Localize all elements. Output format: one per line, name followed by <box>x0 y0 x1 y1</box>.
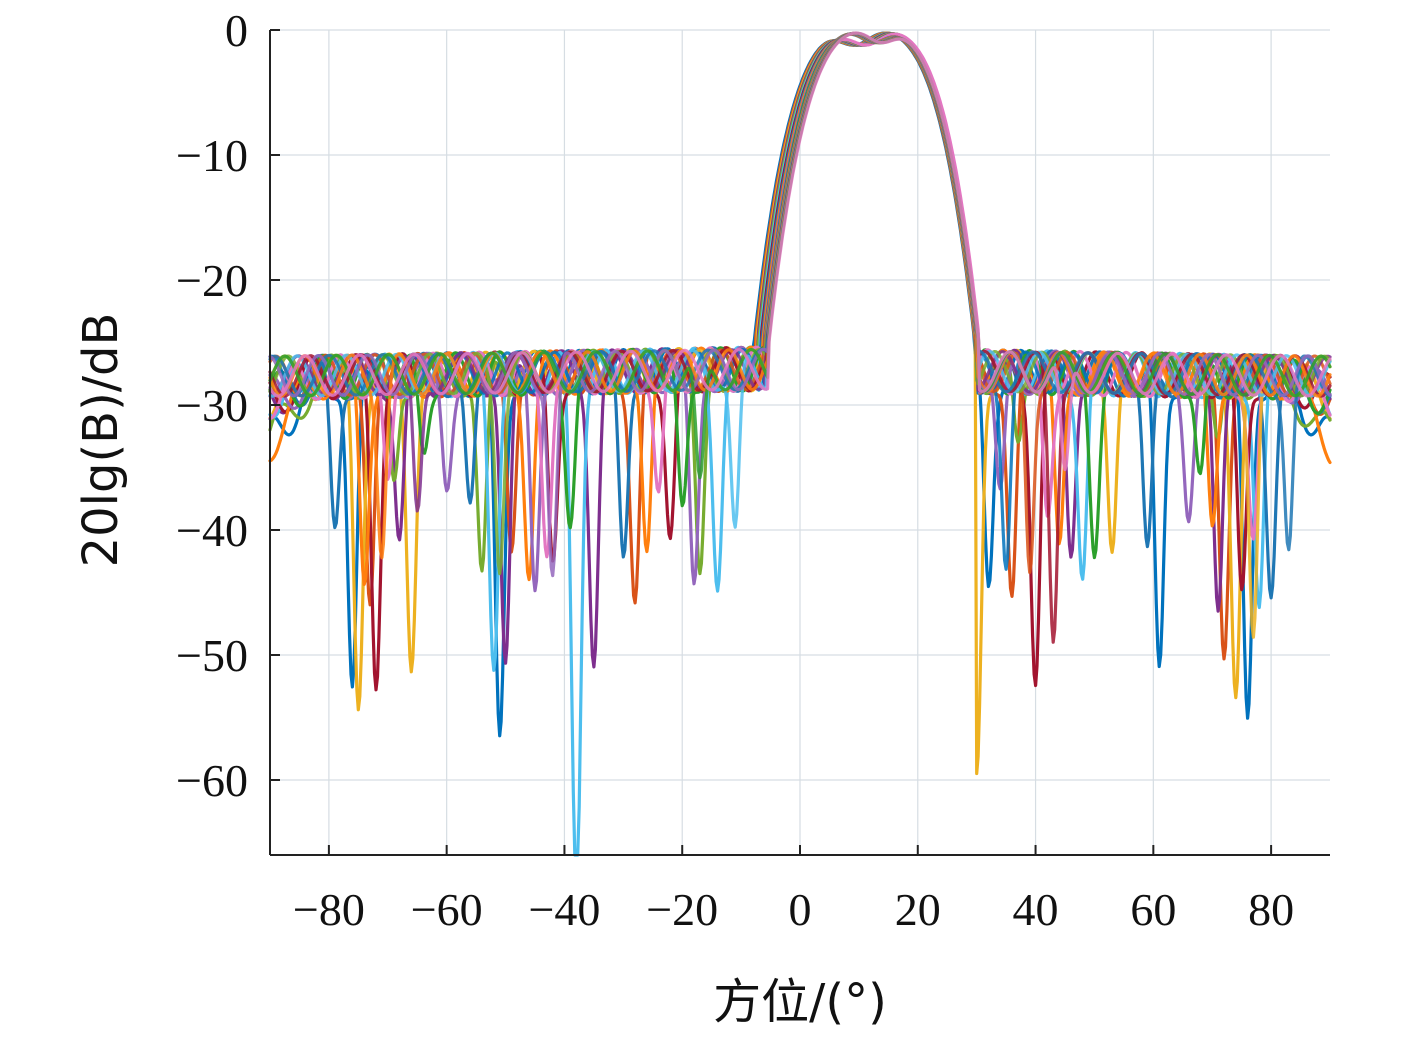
y-tick-label: −50 <box>176 630 248 681</box>
x-tick-label: 60 <box>1130 884 1176 935</box>
y-tick-label: −40 <box>176 505 248 556</box>
series-group <box>268 31 1332 857</box>
axes <box>269 29 1330 856</box>
y-tick-label: −10 <box>176 130 248 181</box>
y-tick-label: −20 <box>176 255 248 306</box>
grid <box>270 29 1330 855</box>
x-tick-label: 20 <box>895 884 941 935</box>
x-tick-label: −40 <box>528 884 600 935</box>
y-tick-label: 0 <box>225 5 248 56</box>
x-tick-label: −80 <box>293 884 365 935</box>
x-tick-label: 0 <box>789 884 812 935</box>
x-axis-label: 方位/(°) <box>713 974 887 1030</box>
x-tick-label: −20 <box>646 884 718 935</box>
y-tick-label: −60 <box>176 755 248 806</box>
x-tick-labels: −80 −60 −40 −20 0 20 40 60 80 <box>293 884 1294 935</box>
y-tick-labels: 0 −10 −20 −30 −40 −50 −60 <box>176 5 248 806</box>
y-axis-label: 20lg(B)/dB <box>73 313 129 568</box>
x-tick-label: 80 <box>1248 884 1294 935</box>
x-tick-label: −60 <box>411 884 483 935</box>
y-tick-label: −30 <box>176 380 248 431</box>
x-tick-label: 40 <box>1013 884 1059 935</box>
beam-series-24 <box>268 31 1332 472</box>
